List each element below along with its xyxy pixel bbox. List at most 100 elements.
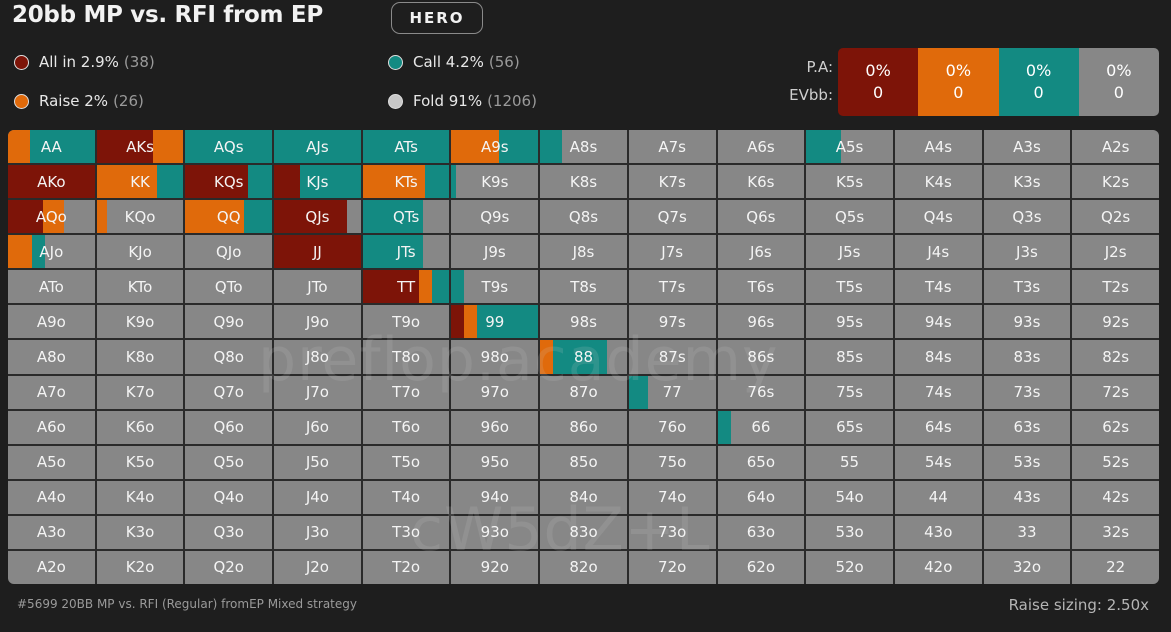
hand-cell[interactable]: J9s: [451, 235, 539, 269]
hand-cell[interactable]: 94o: [451, 480, 539, 514]
hand-cell[interactable]: 82o: [540, 550, 627, 584]
hand-cell[interactable]: 75o: [628, 445, 716, 479]
hand-cell[interactable]: KJo: [96, 235, 184, 269]
hand-cell[interactable]: 76s: [717, 375, 805, 409]
hand-cell[interactable]: 52o: [806, 550, 893, 584]
hand-cell[interactable]: Q4o: [185, 480, 273, 514]
hand-cell[interactable]: T9o: [362, 305, 450, 339]
hand-cell[interactable]: Q9s: [451, 200, 539, 234]
hand-cell[interactable]: 72s: [1072, 375, 1159, 409]
hand-cell[interactable]: 72o: [628, 550, 716, 584]
hand-cell[interactable]: J9o: [274, 305, 361, 339]
hand-cell[interactable]: 97o: [451, 375, 539, 409]
hand-cell[interactable]: T4o: [362, 480, 450, 514]
hand-cell[interactable]: 42s: [1072, 480, 1159, 514]
hand-cell[interactable]: J6s: [717, 235, 805, 269]
hand-cell[interactable]: 32s: [1072, 515, 1159, 549]
hand-cell[interactable]: Q2s: [1072, 200, 1159, 234]
hand-cell[interactable]: J5s: [806, 235, 893, 269]
hand-cell[interactable]: 82s: [1072, 340, 1159, 374]
hand-cell[interactable]: 99: [451, 305, 539, 339]
hand-cell[interactable]: 74s: [894, 375, 982, 409]
hand-cell[interactable]: JTs: [362, 235, 450, 269]
hand-cell[interactable]: 62o: [717, 550, 805, 584]
hand-cell[interactable]: 62s: [1072, 410, 1159, 444]
hand-cell[interactable]: A9s: [451, 130, 539, 164]
hand-cell[interactable]: Q7s: [628, 200, 716, 234]
hand-cell[interactable]: 73s: [983, 375, 1071, 409]
hand-cell[interactable]: K2s: [1072, 165, 1159, 199]
hand-cell[interactable]: 43s: [983, 480, 1071, 514]
hand-cell[interactable]: 83o: [540, 515, 627, 549]
hand-cell[interactable]: T2s: [1072, 270, 1159, 304]
hand-cell[interactable]: 65o: [717, 445, 805, 479]
hand-cell[interactable]: A8s: [540, 130, 627, 164]
hand-cell[interactable]: 22: [1072, 550, 1159, 584]
hand-cell[interactable]: 83s: [983, 340, 1071, 374]
legend-fold[interactable]: Fold 91% (1206): [388, 92, 537, 110]
hand-cell[interactable]: 84o: [540, 480, 627, 514]
hand-cell[interactable]: J3o: [274, 515, 361, 549]
hand-cell[interactable]: T5o: [362, 445, 450, 479]
hand-cell[interactable]: AQo: [8, 200, 95, 234]
hand-cell[interactable]: 98o: [451, 340, 539, 374]
hand-cell[interactable]: K9o: [96, 305, 184, 339]
hand-cell[interactable]: 86s: [717, 340, 805, 374]
hand-cell[interactable]: 86o: [540, 410, 627, 444]
hand-cell[interactable]: K8s: [540, 165, 627, 199]
hand-cell[interactable]: 73o: [628, 515, 716, 549]
hand-cell[interactable]: J8s: [540, 235, 627, 269]
hand-cell[interactable]: 66: [717, 410, 805, 444]
hand-cell[interactable]: 98s: [540, 305, 627, 339]
hand-cell[interactable]: 64o: [717, 480, 805, 514]
hand-cell[interactable]: Q9o: [185, 305, 273, 339]
hand-cell[interactable]: Q5s: [806, 200, 893, 234]
hand-cell[interactable]: 97s: [628, 305, 716, 339]
hand-cell[interactable]: K9s: [451, 165, 539, 199]
hand-cell[interactable]: K5s: [806, 165, 893, 199]
hand-cell[interactable]: AKo: [8, 165, 95, 199]
hand-cell[interactable]: Q7o: [185, 375, 273, 409]
hand-cell[interactable]: 85s: [806, 340, 893, 374]
hand-cell[interactable]: J4o: [274, 480, 361, 514]
hand-cell[interactable]: T7s: [628, 270, 716, 304]
hand-cell[interactable]: A7s: [628, 130, 716, 164]
hand-cell[interactable]: KTo: [96, 270, 184, 304]
hand-cell[interactable]: KTs: [362, 165, 450, 199]
hand-cell[interactable]: 84s: [894, 340, 982, 374]
hand-cell[interactable]: Q4s: [894, 200, 982, 234]
hand-cell[interactable]: KK: [96, 165, 184, 199]
hand-cell[interactable]: Q3o: [185, 515, 273, 549]
hand-cell[interactable]: 75s: [806, 375, 893, 409]
hand-cell[interactable]: A7o: [8, 375, 95, 409]
hand-cell[interactable]: JTo: [274, 270, 361, 304]
hand-cell[interactable]: T8o: [362, 340, 450, 374]
hand-cell[interactable]: 32o: [983, 550, 1071, 584]
hand-cell[interactable]: A9o: [8, 305, 95, 339]
hand-cell[interactable]: KQs: [185, 165, 273, 199]
hand-cell[interactable]: K5o: [96, 445, 184, 479]
hand-cell[interactable]: JJ: [274, 235, 361, 269]
hand-cell[interactable]: K3o: [96, 515, 184, 549]
hand-cell[interactable]: Q6s: [717, 200, 805, 234]
hand-cell[interactable]: QJs: [274, 200, 361, 234]
hand-cell[interactable]: A5s: [806, 130, 893, 164]
hand-cell[interactable]: 64s: [894, 410, 982, 444]
hand-cell[interactable]: Q2o: [185, 550, 273, 584]
legend-call[interactable]: Call 4.2% (56): [388, 53, 520, 71]
hand-cell[interactable]: 53o: [806, 515, 893, 549]
hand-cell[interactable]: KQo: [96, 200, 184, 234]
hand-cell[interactable]: A3s: [983, 130, 1071, 164]
hand-cell[interactable]: 65s: [806, 410, 893, 444]
hand-cell[interactable]: T3s: [983, 270, 1071, 304]
hand-cell[interactable]: A2o: [8, 550, 95, 584]
hand-cell[interactable]: J2s: [1072, 235, 1159, 269]
hand-cell[interactable]: T2o: [362, 550, 450, 584]
hand-cell[interactable]: K3s: [983, 165, 1071, 199]
hand-cell[interactable]: 42o: [894, 550, 982, 584]
hand-cell[interactable]: A4s: [894, 130, 982, 164]
hand-cell[interactable]: AJs: [274, 130, 361, 164]
hand-cell[interactable]: Q3s: [983, 200, 1071, 234]
hand-cell[interactable]: A4o: [8, 480, 95, 514]
hand-cell[interactable]: T8s: [540, 270, 627, 304]
